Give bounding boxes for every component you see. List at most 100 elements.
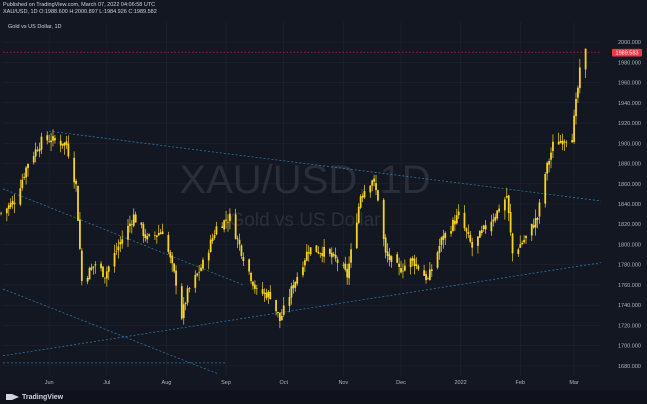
candle [196,272,199,277]
candle [282,297,285,317]
y-tick-label: 1840.000 [618,202,641,208]
candle-body [496,210,499,219]
candle [48,134,51,143]
candle [23,172,26,180]
candle-body [54,137,56,141]
candle [296,272,299,286]
tradingview-logo[interactable]: TradingView [6,393,63,401]
candle-body [27,164,29,169]
candle [465,227,468,239]
candle-body [207,252,210,261]
candle [505,187,508,199]
candle [242,252,245,266]
candle [544,172,547,208]
candle [530,223,533,242]
candle-body [467,231,470,234]
candle [63,142,66,155]
candle-body [411,257,414,261]
candle-body [269,291,272,300]
candle [278,312,281,329]
candle [121,230,124,249]
candle [498,204,500,213]
candle-body [9,202,12,207]
candle [463,205,466,231]
candle [319,252,322,258]
candle-body [104,277,106,279]
candle [180,283,183,321]
candle-body [36,150,39,152]
candle [277,311,279,318]
candle-body [90,267,93,270]
candle-body [113,252,116,267]
candle-body [261,289,264,294]
candle [552,134,554,159]
publish-info: Published on TradingView.com, March 07, … [3,2,156,8]
candle [490,214,493,236]
candle-body [248,259,251,272]
candle [355,213,358,250]
candle [52,129,54,147]
candle-body [377,190,379,201]
candle [186,285,189,306]
x-tick-label: Dec [396,380,406,386]
candle-body [536,217,539,220]
candle-body [396,254,399,263]
candle-body [292,285,295,289]
candle-body [46,135,49,141]
candle [261,281,264,297]
candle [115,242,118,255]
candle-body [317,251,320,254]
candle [280,309,283,321]
candle [373,174,376,187]
candle-body [575,98,577,117]
candle [507,194,510,222]
candle-body [267,291,270,298]
candle [227,214,229,232]
candle-body [494,216,497,221]
candle [571,133,574,143]
candle [427,276,429,280]
candle [169,249,172,264]
candle [584,48,587,78]
candle [127,219,129,247]
candle [36,146,39,152]
candle-body [538,202,541,217]
candle-body [236,238,239,240]
candle-body [34,149,37,157]
candle [157,224,160,237]
candle [117,239,120,259]
y-tick-label: 1780.000 [618,263,641,269]
candle-body [209,239,212,253]
candle-body [375,183,377,191]
candle-body [234,214,237,239]
trendline [2,262,602,357]
candle [330,247,333,265]
candle-body [409,258,412,268]
candle [400,260,402,274]
candle-body [161,231,164,235]
candle [7,202,10,216]
candle [209,234,212,253]
candle-body [88,268,91,280]
candle [328,247,331,257]
candle-body [11,200,14,205]
candle-body [52,136,54,141]
candle-body [59,140,62,146]
candle-body [523,239,525,243]
candle [417,264,420,271]
candle [428,261,431,281]
candle [184,301,187,311]
candle [50,132,52,151]
x-tick-label: Feb [515,380,524,386]
candle-body [584,48,587,70]
candle [388,247,391,267]
candle-body [255,288,258,289]
candle-body [155,235,158,237]
candle [248,258,251,275]
x-tick-label: Aug [162,380,172,386]
candle [213,229,216,240]
candle-body [457,211,460,216]
candle [386,243,389,263]
candle-body [428,269,431,280]
